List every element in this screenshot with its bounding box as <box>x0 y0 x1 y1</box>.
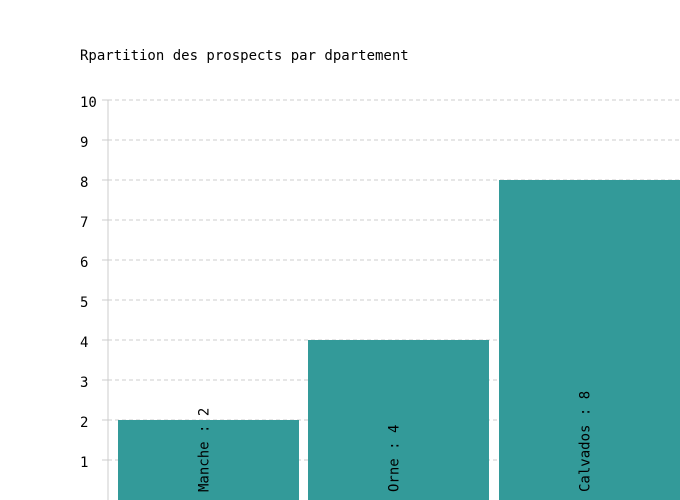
y-tick-label: 5 <box>80 295 88 311</box>
bar-label-manche: Manche : 2 <box>197 408 213 492</box>
y-tick-label: 7 <box>80 215 88 231</box>
bar-calvados <box>499 180 680 500</box>
y-tick-label: 1 <box>80 455 88 471</box>
chart-title: Rpartition des prospects par dpartement <box>80 48 409 64</box>
bar-label-calvados: Calvados : 8 <box>578 391 594 492</box>
bar-manche <box>118 420 299 500</box>
y-tick-label: 9 <box>80 135 88 151</box>
y-tick-label: 10 <box>80 95 97 111</box>
y-tick-label: 3 <box>80 375 88 391</box>
y-tick-label: 2 <box>80 415 88 431</box>
bars <box>118 180 680 500</box>
y-tick-label: 8 <box>80 175 88 191</box>
y-tick-label: 6 <box>80 255 88 271</box>
y-axis-ticks: 1 2 3 4 5 6 7 8 9 10 <box>80 95 97 471</box>
bar-labels: Manche : 2 Orne : 4 Calvados : 8 <box>197 391 594 492</box>
bar-label-orne: Orne : 4 <box>387 425 403 492</box>
y-tick-label: 4 <box>80 335 88 351</box>
bar-orne <box>308 340 489 500</box>
